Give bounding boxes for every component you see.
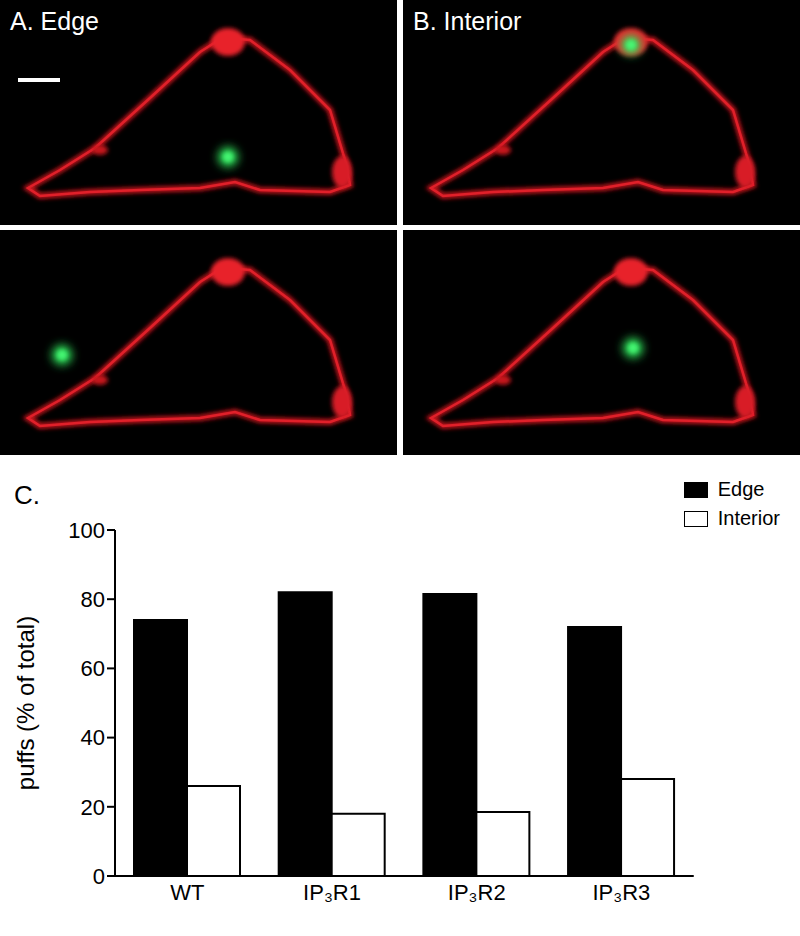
svg-text:60: 60 (81, 656, 105, 681)
svg-text:WT: WT (170, 880, 204, 905)
html-text:C.: C. (14, 480, 40, 510)
svg-text:IP₃R2: IP₃R2 (448, 880, 506, 905)
svg-text:puffs (% of total): puffs (% of total) (12, 616, 39, 790)
svg-text:80: 80 (81, 587, 105, 612)
html-text:Interior: Interior (717, 507, 780, 529)
svg-text:100: 100 (68, 518, 105, 543)
svg-text:40: 40 (81, 725, 105, 750)
svg-text:20: 20 (81, 795, 105, 820)
html-text:Edge: Edge (717, 478, 765, 500)
svg-text:B. Interior: B. Interior (413, 7, 521, 35)
svg-text:A. Edge: A. Edge (10, 7, 99, 35)
svg-text:0: 0 (93, 864, 105, 889)
svg-text:IP₃R3: IP₃R3 (592, 880, 650, 905)
svg-text:IP₃R1: IP₃R1 (303, 880, 361, 905)
